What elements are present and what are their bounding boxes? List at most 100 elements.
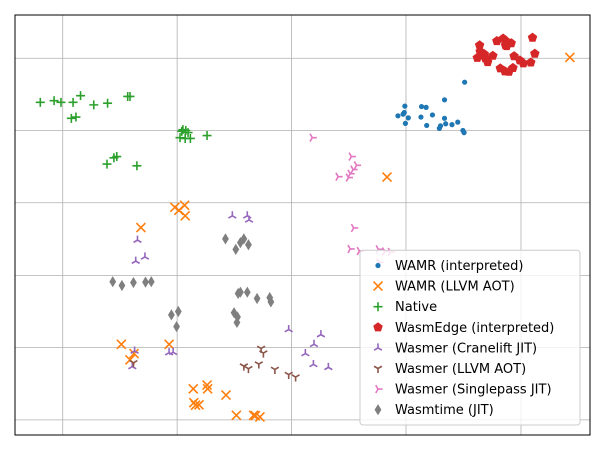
data-point [240,233,248,245]
data-point [253,292,261,305]
data-point [309,339,319,348]
data-point [243,211,252,219]
data-point [129,359,138,368]
legend: WAMR (interpreted) WAMR (LLVM AOT) Native W… [359,249,581,426]
data-point [488,50,498,60]
data-point [112,152,122,162]
data-point [350,223,359,233]
series-0 [395,79,468,136]
data-point [316,330,326,338]
data-point [130,346,139,354]
data-point [518,58,529,68]
plot-frame [14,14,591,436]
data-point [501,41,512,51]
data-point [173,321,180,333]
data-point [237,237,244,249]
data-point [132,161,142,171]
data-point [472,52,483,62]
data-point [49,96,59,106]
data-point [345,173,353,182]
legend-label: WAMR (interpreted) [395,259,524,274]
data-point [402,120,409,126]
data-point [76,91,86,101]
data-point [254,411,266,423]
data-point [437,123,444,129]
legend-item: Native [373,300,437,315]
data-point [449,122,455,128]
data-point [56,97,66,107]
legend-item: Wasmer (Singlepass JIT) [375,383,552,398]
legend-item: Wasmer (LLVM AOT) [373,362,526,377]
data-point [259,350,268,358]
data-point [179,200,190,211]
data-point [237,286,244,298]
data-point [185,133,195,143]
data-point [174,305,182,318]
data-point [347,244,355,254]
series-1 [116,52,575,423]
data-point [402,103,408,109]
series-2 [35,91,212,171]
data-point [424,122,430,129]
data-point [103,98,113,108]
data-point [175,133,185,143]
data-point [131,256,141,265]
data-point [248,410,259,421]
data-point [177,126,187,136]
data-point [284,371,293,380]
data-point [267,296,275,308]
data-point [201,379,213,391]
data-point [530,48,540,58]
legend-label: Wasmtime (JIT) [395,403,494,418]
legend-marker [374,404,382,416]
data-point [400,111,406,117]
data-point [135,222,146,233]
data-point [125,91,135,101]
legend-marker [375,384,383,394]
data-point [526,57,536,67]
data-point [193,399,205,410]
data-point [66,113,76,123]
data-point [89,100,99,110]
legend-label: Wasmer (Singlepass JIT) [395,383,552,398]
legend-label: WasmEdge (interpreted) [395,321,554,336]
data-point [168,347,178,356]
series-7 [109,233,275,333]
data-point [527,32,538,42]
data-point [564,52,575,63]
legend-label: Wasmer (LLVM AOT) [395,362,526,377]
data-point [284,325,293,333]
data-point [462,79,468,85]
data-point [266,292,274,304]
series-3 [472,32,540,76]
data-point [232,243,240,255]
data-point [188,383,199,394]
data-point [254,361,264,369]
grid [15,15,590,435]
data-point [381,172,393,183]
data-point [479,49,489,59]
data-point [164,339,175,350]
data-point [405,115,411,121]
data-point [348,152,356,161]
data-point [418,103,425,110]
data-point [270,366,280,374]
legend-item: WasmEdge (interpreted) [373,321,554,336]
series-5 [129,345,300,382]
legend-item: WAMR (LLVM AOT) [372,280,515,295]
legend-marker [373,322,383,332]
data-point [183,128,193,138]
legend-marker [373,343,383,351]
data-point [109,276,117,288]
data-point [423,104,429,110]
data-point [202,383,213,394]
data-point [335,172,343,181]
data-point [418,114,424,120]
legend-label: WAMR (LLVM AOT) [395,280,515,295]
data-points [35,32,575,423]
data-point [309,133,317,142]
data-point [228,211,237,219]
data-point [35,97,45,107]
